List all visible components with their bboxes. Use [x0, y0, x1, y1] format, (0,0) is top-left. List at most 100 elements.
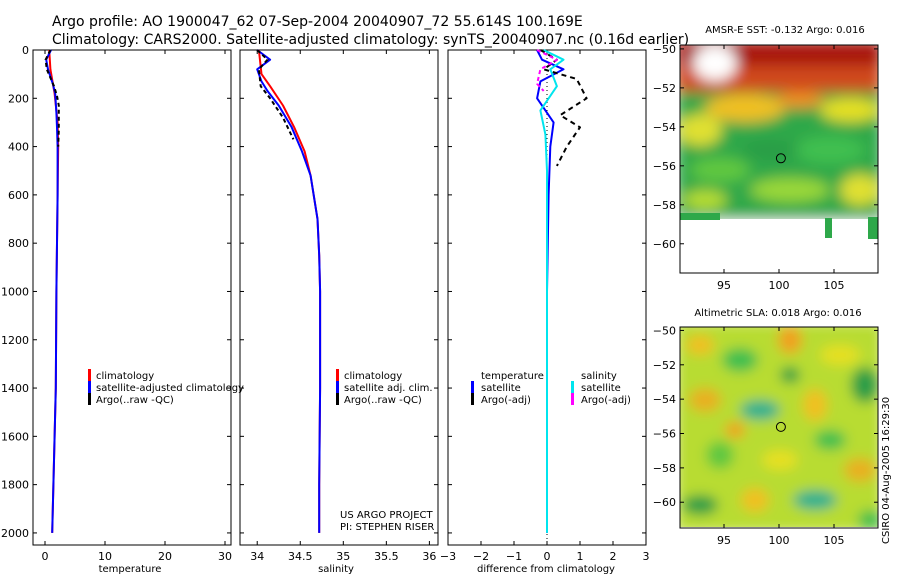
sla-map-field [680, 327, 878, 528]
sst-map-panel: AMSR-E SST: -0.132 Argo: 0.016 [653, 25, 879, 292]
temperature-profile-panel: 0 200 400 600 800 1000 1200 1400 1600 1800 2000 0 1… [1, 44, 244, 575]
sst-map-field [680, 45, 878, 273]
series-line [539, 49, 565, 533]
lat-tick-label: −60 [653, 496, 676, 509]
sst-lat-ticks: −50 −52 −54 −56 −58 −60 [653, 43, 878, 251]
legend-label-sal-sat: satellite [581, 383, 621, 394]
lat-tick-label: −60 [653, 238, 676, 251]
salinity-x-ticks: 34 34.5 35 35.5 36 [250, 50, 436, 563]
legend-label-sat: satellite adj. clim. [344, 383, 433, 394]
x-tick-label: 0 [544, 550, 551, 563]
depth-tick-label: 600 [8, 189, 29, 202]
legend-title-temperature: temperature [481, 371, 544, 382]
x-tick-label: 20 [158, 550, 172, 563]
legend-label-argo: Argo(..raw -QC) [344, 395, 422, 406]
lon-tick-label: 95 [717, 534, 731, 547]
x-tick-label: 10 [98, 550, 112, 563]
x-tick-label: 1 [577, 550, 584, 563]
sla-lat-ticks: −50 −52 −54 −56 −58 −60 [653, 324, 878, 509]
lon-tick-label: 105 [824, 534, 845, 547]
x-tick-label: 34.5 [288, 550, 313, 563]
lat-tick-label: −58 [653, 199, 676, 212]
legend-swatch-sat [336, 381, 339, 393]
lon-tick-label: 105 [824, 279, 845, 292]
temperature-legend: climatology satellite-adjusted climatolo… [88, 369, 244, 406]
x-tick-label: 36 [422, 550, 436, 563]
sla-map-panel: Altimetric SLA: 0.018 Argo: 0.016 [653, 308, 879, 547]
difference-xlabel: difference from climatology [477, 564, 615, 575]
sla-profile-location-marker [775, 421, 786, 432]
salinity-plot-frame [239, 49, 439, 546]
legend-label-sal-argo: Argo(-adj) [581, 395, 631, 406]
x-tick-label: −2 [473, 550, 489, 563]
temperature-depth-ticks: 0 200 400 600 800 1000 1200 1400 1600 1800 2000 [1, 44, 231, 540]
x-tick-label: 3 [643, 550, 650, 563]
depth-tick-label: 1800 [1, 479, 29, 492]
temperature-plot-frame [32, 49, 232, 546]
salinity-series [256, 49, 322, 533]
legend-label-clim: climatology [344, 371, 402, 382]
figure-title-line2: Climatology: CARS2000. Satellite-adjuste… [52, 32, 689, 48]
depth-tick-label: 2000 [1, 527, 29, 540]
temperature-series [44, 49, 60, 533]
depth-tick-label: 1200 [1, 334, 29, 347]
depth-tick-label: 800 [8, 237, 29, 250]
legend-swatch-temp-argo [471, 393, 474, 405]
lon-tick-label: 100 [769, 534, 790, 547]
project-annotation: US ARGO PROJECT [340, 510, 434, 521]
x-tick-label: 35 [336, 550, 350, 563]
depth-tick-label: 0 [22, 44, 29, 57]
difference-series [536, 49, 588, 533]
depth-tick-label: 1000 [1, 285, 29, 298]
depth-tick-label: 1400 [1, 382, 29, 395]
lon-tick-label: 100 [769, 279, 790, 292]
series-line [44, 49, 60, 147]
series-line [536, 49, 558, 92]
figure-title-line1: Argo profile: AO 1900047_62 07-Sep-2004 … [52, 14, 583, 30]
series-line [45, 49, 59, 533]
salinity-depth-ticks [240, 49, 438, 534]
x-tick-label: 2 [610, 550, 617, 563]
difference-profile-panel: −3 −2 −1 0 1 2 3 difference from climatology t… [440, 49, 650, 575]
lat-tick-label: −58 [653, 462, 676, 475]
lat-tick-label: −54 [653, 393, 676, 406]
legend-swatch-temp-sat [471, 381, 474, 393]
salinity-profile-panel: 34 34.5 35 35.5 36 salinity climatology sate… [239, 49, 439, 575]
lat-tick-label: −50 [653, 324, 676, 337]
lat-tick-label: −52 [653, 82, 676, 95]
difference-x-ticks: −3 −2 −1 0 1 2 3 [440, 50, 650, 563]
depth-tick-label: 200 [8, 92, 29, 105]
lat-tick-label: −56 [653, 428, 676, 441]
sst-profile-location-marker [775, 153, 786, 164]
legend-swatch-clim [336, 369, 339, 381]
x-tick-label: 34 [250, 550, 264, 563]
pi-annotation: PI: STEPHEN RISER [340, 522, 434, 533]
x-tick-label: 0 [42, 550, 49, 563]
temperature-x-ticks: 0 10 20 30 [42, 50, 232, 563]
salinity-legend: climatology satellite adj. clim. Argo(..… [336, 369, 433, 406]
legend-label-temp-sat: satellite [481, 383, 521, 394]
legend-swatch-argo [336, 393, 339, 405]
sla-lon-ticks: 95 100 105 [717, 327, 845, 547]
series-line [256, 49, 295, 140]
series-line [539, 49, 588, 167]
legend-swatch-sal-sat [571, 381, 574, 393]
depth-tick-label: 1600 [1, 430, 29, 443]
x-tick-label: −1 [506, 550, 522, 563]
sla-map-title: Altimetric SLA: 0.018 Argo: 0.016 [694, 308, 861, 319]
lat-tick-label: −56 [653, 160, 676, 173]
legend-swatch-sal-argo [571, 393, 574, 405]
lat-tick-label: −52 [653, 359, 676, 372]
lat-tick-label: −54 [653, 121, 676, 134]
legend-swatch-argo [88, 393, 91, 405]
difference-depth-ticks [448, 49, 646, 534]
legend-swatch-clim [88, 369, 91, 381]
legend-swatch-sat [88, 381, 91, 393]
lon-tick-label: 95 [717, 279, 731, 292]
salinity-xlabel: salinity [318, 564, 354, 575]
legend-label-argo: Argo(..raw -QC) [96, 395, 174, 406]
x-tick-label: 30 [218, 550, 232, 563]
x-tick-label: 35.5 [374, 550, 399, 563]
series-line [256, 49, 322, 533]
